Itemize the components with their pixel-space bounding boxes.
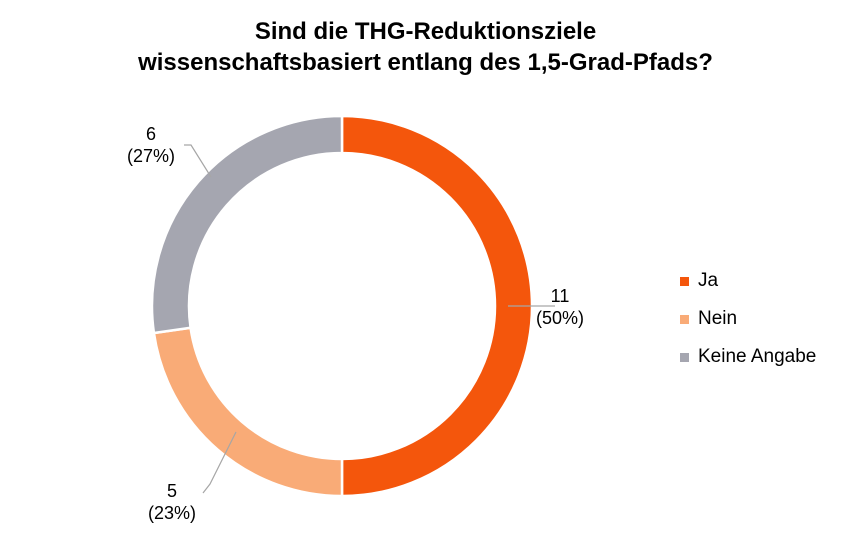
donut-slice-ja	[340, 114, 534, 498]
donut-slice-nein	[152, 326, 344, 498]
legend-item-nein: Nein	[680, 300, 816, 338]
chart-title-line-2: wissenschaftsbasiert entlang des 1,5-Gra…	[138, 49, 713, 76]
legend-swatch-nein	[680, 314, 689, 324]
data-label-percent-keine-angabe: (27%)	[127, 146, 175, 166]
data-label-percent-nein: (23%)	[148, 503, 196, 523]
data-label-value-keine-angabe: 6	[146, 124, 156, 144]
data-label-value-nein: 5	[167, 481, 177, 501]
legend: Ja Nein Keine Angabe	[680, 262, 816, 376]
legend-label-nein: Nein	[698, 308, 738, 329]
chart-title-line-1: Sind die THG-Reduktionsziele	[254, 18, 597, 45]
leader-line-keine-angabe	[184, 144, 212, 178]
donut-slice-keine-angabe	[150, 114, 344, 335]
chart-title: Sind die THG-Reduktionsziele wissenschaf…	[0, 16, 851, 78]
legend-label-ja: Ja	[698, 270, 719, 291]
legend-item-ja: Ja	[680, 262, 816, 300]
legend-label-keine-angabe: Keine Angabe	[698, 346, 817, 367]
legend-swatch-ja	[680, 276, 689, 286]
leader-line-nein	[202, 431, 237, 494]
legend-item-keine-angabe: Keine Angabe	[680, 338, 816, 376]
data-label-value-ja: 11	[551, 286, 570, 306]
legend-swatch-keine-angabe	[680, 352, 689, 362]
data-label-percent-ja: (50%)	[536, 308, 584, 328]
